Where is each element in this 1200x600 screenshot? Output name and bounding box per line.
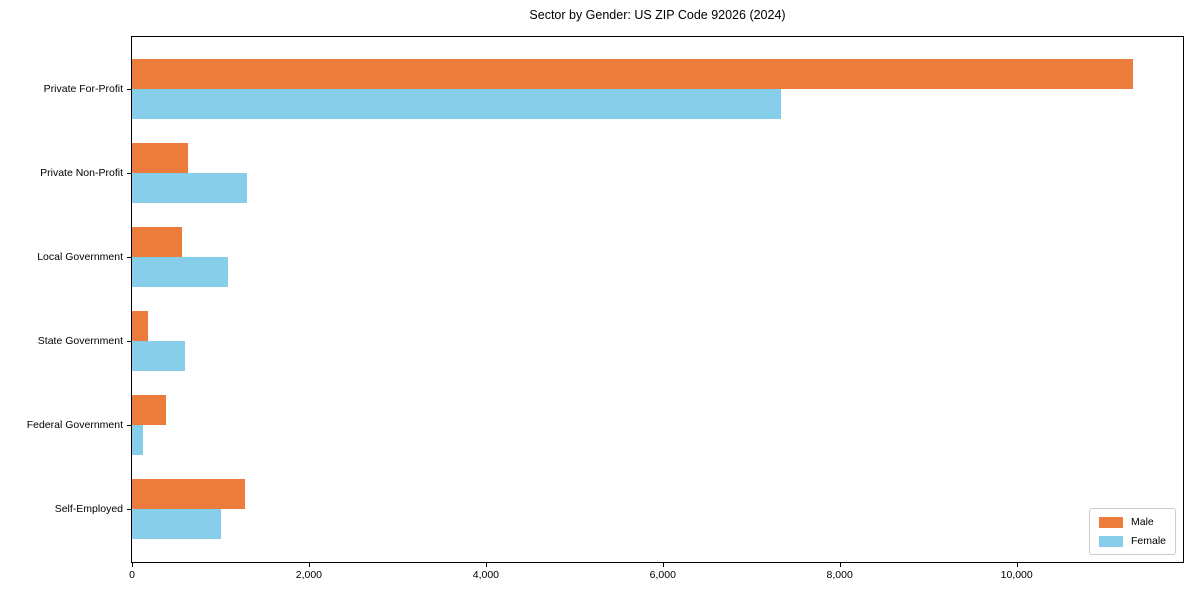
bar-male-3 <box>132 311 148 341</box>
bar-male-4 <box>132 395 166 425</box>
chart-title: Sector by Gender: US ZIP Code 92026 (202… <box>529 8 786 22</box>
x-tick-4 <box>839 562 841 567</box>
x-tick-label-2: 4,000 <box>472 569 500 581</box>
bar-female-3 <box>132 341 185 371</box>
legend: Male Female <box>1088 508 1176 555</box>
y-tick-3 <box>127 341 132 342</box>
y-tick-label-5: Self-Employed <box>54 503 123 515</box>
bar-male-1 <box>132 143 188 173</box>
legend-swatch-male-icon <box>1098 516 1123 528</box>
x-tick-label-4: 8,000 <box>826 569 853 581</box>
y-tick-label-4: Federal Government <box>26 419 123 431</box>
y-tick-label-3: State Government <box>37 335 123 347</box>
bar-male-0 <box>132 59 1133 89</box>
plot-area: Male Female Private For-Profit Private No… <box>27 36 1184 581</box>
x-tick-label-3: 6,000 <box>649 569 676 581</box>
legend-item-female: Female <box>1098 535 1166 547</box>
bar-male-5 <box>132 479 246 509</box>
bar-female-4 <box>132 425 144 455</box>
x-tick-5 <box>1016 562 1018 567</box>
legend-label-female: Female <box>1130 535 1166 547</box>
y-tick-label-1: Private Non-Profit <box>40 167 123 179</box>
x-tick-0 <box>132 562 133 567</box>
bar-female-0 <box>132 89 782 119</box>
x-tick-label-5: 10,000 <box>1000 569 1033 581</box>
bar-female-2 <box>132 257 229 287</box>
x-tick-label-0: 0 <box>129 569 135 581</box>
bar-female-5 <box>132 509 221 539</box>
x-tick-3 <box>662 562 664 567</box>
y-tick-0 <box>127 89 132 90</box>
y-tick-label-2: Local Government <box>37 251 123 263</box>
legend-swatch-female-icon <box>1098 535 1123 547</box>
bar-female-1 <box>132 173 247 203</box>
y-tick-4 <box>127 425 132 426</box>
x-tick-1 <box>308 562 310 567</box>
x-tick-2 <box>485 562 487 567</box>
y-tick-label-0: Private For-Profit <box>43 83 123 95</box>
legend-item-male: Male <box>1098 516 1166 528</box>
y-tick-1 <box>127 173 132 174</box>
legend-label-male: Male <box>1130 516 1154 528</box>
y-tick-2 <box>127 257 132 258</box>
y-tick-5 <box>127 509 132 510</box>
bar-male-2 <box>132 227 182 257</box>
x-tick-label-1: 2,000 <box>295 569 323 581</box>
